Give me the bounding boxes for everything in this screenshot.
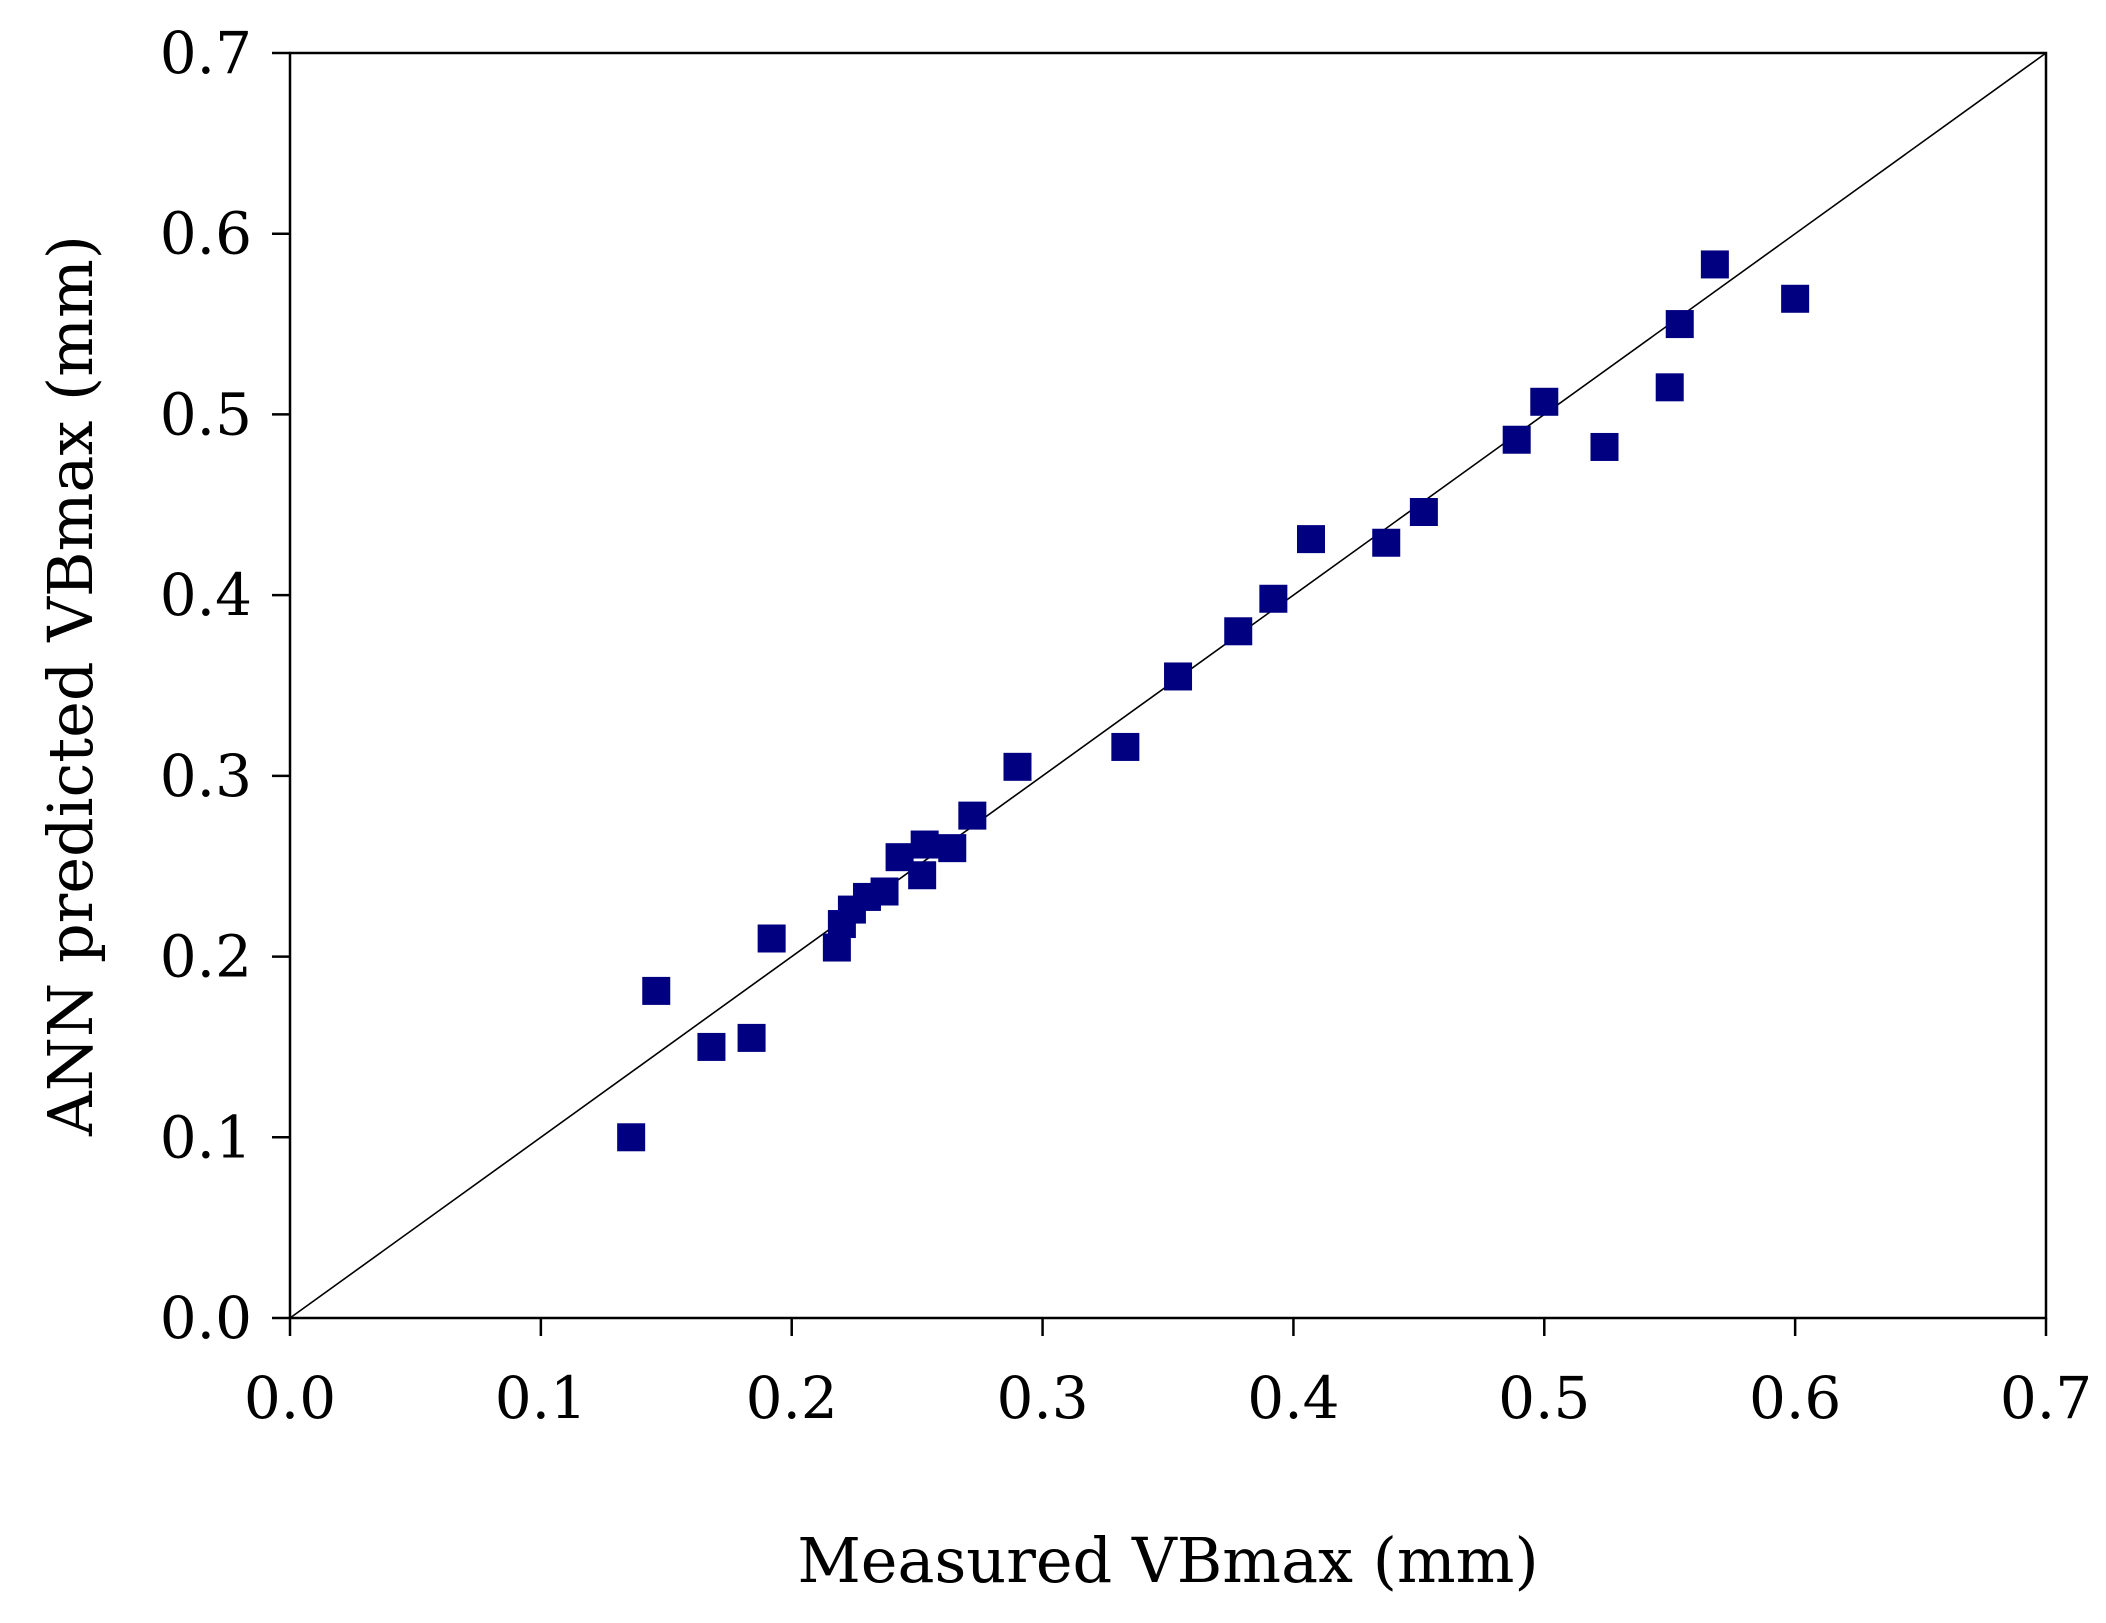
data-point — [737, 1023, 766, 1052]
data-point — [1502, 425, 1531, 454]
data-points — [617, 250, 1810, 1152]
data-point — [1655, 373, 1684, 402]
data-point — [1530, 387, 1559, 416]
data-point — [1409, 498, 1438, 527]
data-point — [757, 924, 786, 953]
data-point — [1224, 617, 1253, 646]
data-point — [1665, 310, 1694, 339]
y-tick-label: 0.5 — [160, 380, 252, 448]
data-point — [1111, 732, 1140, 761]
data-point — [908, 861, 937, 890]
data-point — [1296, 525, 1325, 554]
x-tick-label: 0.2 — [746, 1364, 838, 1432]
data-point — [822, 933, 851, 962]
data-point — [617, 1123, 646, 1152]
y-tick-label: 0.4 — [160, 561, 252, 629]
y-tick-label: 0.6 — [160, 200, 252, 268]
y-tick-label: 0.1 — [160, 1103, 252, 1171]
data-point — [870, 877, 899, 906]
y-axis: 0.0 0.1 0.2 0.3 0.4 0.5 0.6 0.7 — [160, 19, 290, 1352]
data-point — [1003, 752, 1032, 781]
x-tick-label: 0.5 — [1498, 1364, 1590, 1432]
data-point — [938, 834, 967, 863]
data-point — [1259, 584, 1288, 613]
y-axis-title: ANN predicted VBmax (mm) — [34, 235, 107, 1137]
x-tick-label: 0.7 — [2000, 1364, 2092, 1432]
x-tick-label: 0.4 — [1247, 1364, 1339, 1432]
data-point — [910, 830, 939, 859]
y-tick-label: 0.3 — [160, 742, 252, 810]
x-tick-label: 0.6 — [1749, 1364, 1841, 1432]
data-point — [958, 801, 987, 830]
data-point — [697, 1032, 726, 1061]
x-tick-label: 0.1 — [495, 1364, 587, 1432]
x-tick-label: 0.3 — [996, 1364, 1088, 1432]
x-tick-label: 0.0 — [244, 1364, 336, 1432]
y-tick-label: 0.2 — [160, 923, 252, 991]
data-point — [1590, 432, 1619, 461]
data-point — [1372, 528, 1401, 557]
y-tick-label: 0.0 — [160, 1284, 252, 1352]
x-axis: 0.0 0.1 0.2 0.3 0.4 0.5 0.6 0.7 — [244, 1318, 2092, 1432]
x-axis-title: Measured VBmax (mm) — [797, 1524, 1538, 1597]
data-point — [1781, 284, 1810, 313]
data-point — [642, 976, 671, 1005]
data-point — [1164, 662, 1193, 691]
data-point — [1700, 250, 1729, 279]
y-tick-label: 0.7 — [160, 19, 252, 87]
